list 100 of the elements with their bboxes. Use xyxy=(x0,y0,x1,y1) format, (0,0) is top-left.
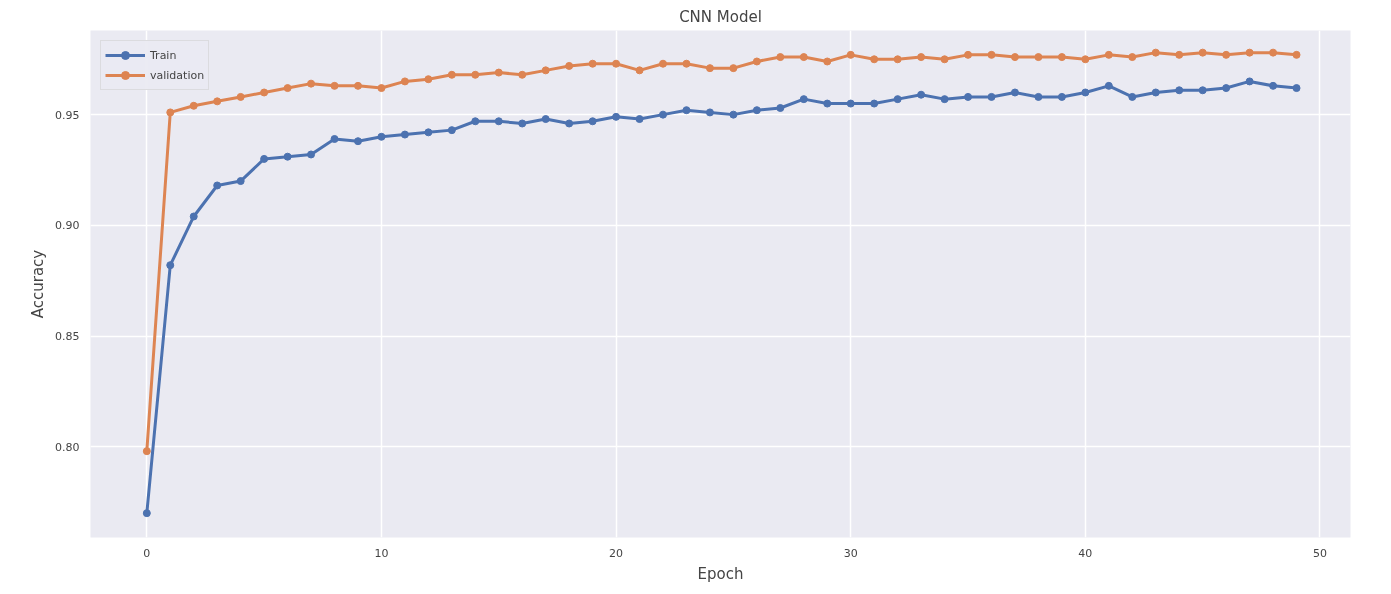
point xyxy=(283,84,292,93)
x-tick-label: 0 xyxy=(143,546,151,560)
point xyxy=(1269,81,1278,90)
point xyxy=(447,70,456,79)
point xyxy=(917,90,926,99)
x-tick-label: 50 xyxy=(1313,546,1327,560)
point xyxy=(1010,88,1019,97)
point xyxy=(776,104,785,112)
point xyxy=(964,50,973,59)
point xyxy=(260,154,269,163)
point xyxy=(799,53,808,62)
point xyxy=(424,128,433,137)
point xyxy=(189,212,198,221)
y-tick-label: 0.95 xyxy=(55,108,80,122)
point xyxy=(1198,48,1207,57)
point xyxy=(377,132,386,141)
point xyxy=(330,134,339,143)
point xyxy=(447,126,456,135)
point xyxy=(964,92,973,101)
point xyxy=(1222,84,1231,93)
point xyxy=(142,509,151,518)
point xyxy=(400,130,409,139)
point xyxy=(213,97,222,106)
point xyxy=(729,110,738,119)
x-axis-title: Epoch xyxy=(697,564,744,583)
point xyxy=(353,137,362,146)
point xyxy=(353,81,362,90)
x-tick-label: 20 xyxy=(609,546,624,560)
point xyxy=(142,447,151,456)
point xyxy=(236,177,245,186)
point xyxy=(823,57,832,66)
point xyxy=(494,117,503,126)
point xyxy=(307,150,316,159)
point xyxy=(1151,48,1160,57)
point xyxy=(213,181,222,190)
point xyxy=(940,95,949,104)
point xyxy=(377,84,386,93)
legend-label: validation xyxy=(150,68,205,82)
point xyxy=(565,119,574,128)
point xyxy=(283,152,292,161)
y-tick-label: 0.90 xyxy=(55,219,80,233)
point xyxy=(635,66,644,75)
point xyxy=(870,99,879,108)
point xyxy=(1010,53,1019,62)
point xyxy=(1245,77,1254,86)
point xyxy=(1175,50,1184,59)
point xyxy=(659,59,668,68)
point xyxy=(1057,92,1066,101)
point xyxy=(1292,84,1301,93)
point xyxy=(1128,92,1137,101)
point xyxy=(1198,86,1207,95)
y-tick-label: 0.80 xyxy=(55,440,80,454)
point xyxy=(682,59,691,68)
point xyxy=(612,59,621,68)
y-axis-title: Accuracy xyxy=(29,249,48,319)
point xyxy=(494,68,503,77)
point xyxy=(846,99,855,108)
point xyxy=(518,119,527,128)
point xyxy=(518,70,527,79)
point xyxy=(588,59,597,68)
point xyxy=(870,55,879,64)
point xyxy=(823,99,832,108)
point xyxy=(236,92,245,101)
point xyxy=(330,81,339,90)
point xyxy=(705,64,714,73)
point xyxy=(1245,48,1254,57)
point xyxy=(659,110,668,119)
chart-title: CNN Model xyxy=(679,7,762,26)
point xyxy=(940,55,949,64)
point xyxy=(1104,81,1113,90)
point xyxy=(1269,48,1278,57)
point xyxy=(1081,88,1090,97)
point xyxy=(752,57,761,66)
legend-label: Train xyxy=(150,48,177,62)
point xyxy=(917,53,926,62)
point xyxy=(1081,55,1090,64)
point xyxy=(541,115,550,124)
point xyxy=(424,75,433,84)
point xyxy=(166,261,175,270)
point xyxy=(189,101,198,110)
point xyxy=(893,95,902,104)
point xyxy=(565,61,574,70)
point xyxy=(400,77,409,86)
point xyxy=(1104,50,1113,59)
point xyxy=(612,112,621,121)
point xyxy=(1222,50,1231,59)
x-tick-label: 10 xyxy=(374,546,389,560)
x-tick-label: 30 xyxy=(843,546,858,560)
x-tick-label: 40 xyxy=(1078,546,1093,560)
point xyxy=(846,50,855,59)
point xyxy=(1151,88,1160,97)
point xyxy=(260,88,269,97)
point xyxy=(307,79,316,88)
point xyxy=(987,50,996,59)
point xyxy=(471,117,480,126)
y-tick-label: 0.85 xyxy=(55,330,80,344)
point xyxy=(705,108,714,117)
point xyxy=(1292,50,1301,59)
point xyxy=(1175,86,1184,95)
point xyxy=(752,106,761,115)
